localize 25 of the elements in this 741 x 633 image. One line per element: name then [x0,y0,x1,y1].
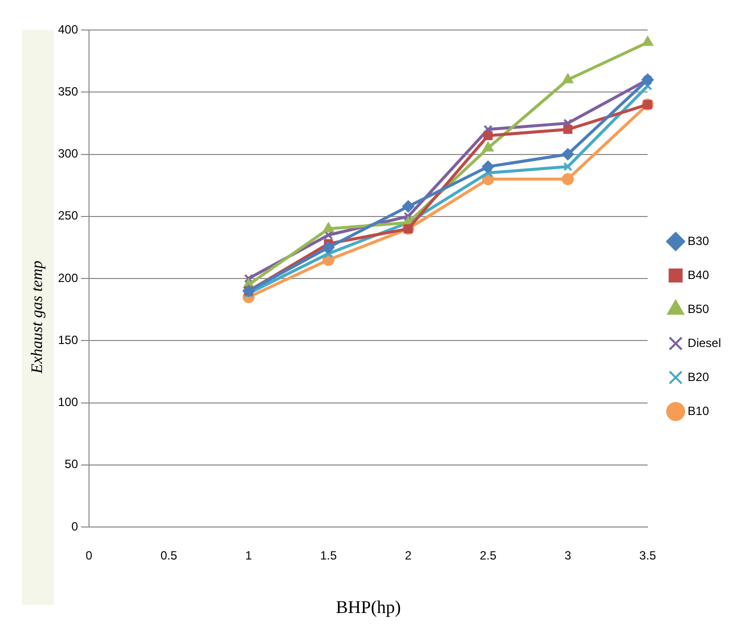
y-tick-label: 100 [58,395,78,410]
legend-label: B50 [688,302,710,316]
x-tick-label: 1.5 [320,548,338,563]
y-tick-label: 50 [64,457,78,472]
x-tick-label: 2.5 [480,548,497,563]
x-tick-label: 0.5 [160,548,178,563]
legend-label: Diesel [688,336,722,350]
y-tick-label: 400 [58,22,78,36]
y-tick-label: 250 [58,208,78,223]
legend-label: B40 [688,268,710,282]
y-tick-label: 200 [58,270,78,285]
x-tick-label: 3.5 [639,548,656,563]
x-tick-label: 1 [245,548,252,563]
y-tick-label: 150 [58,332,78,347]
legend-label: B30 [688,234,710,248]
legend-label: B20 [688,370,710,384]
x-tick-label: 0 [86,548,93,563]
y-axis-title: Exhaust gas temp [29,260,47,374]
x-tick-label: 2 [404,548,412,563]
x-axis-title: BHP(hp) [336,596,401,617]
y-tick-label: 350 [58,84,78,98]
y-tick-label: 0 [71,519,78,534]
x-tick-label: 3 [564,548,572,563]
legend-label: B10 [688,404,710,418]
y-tick-label: 300 [58,146,78,161]
